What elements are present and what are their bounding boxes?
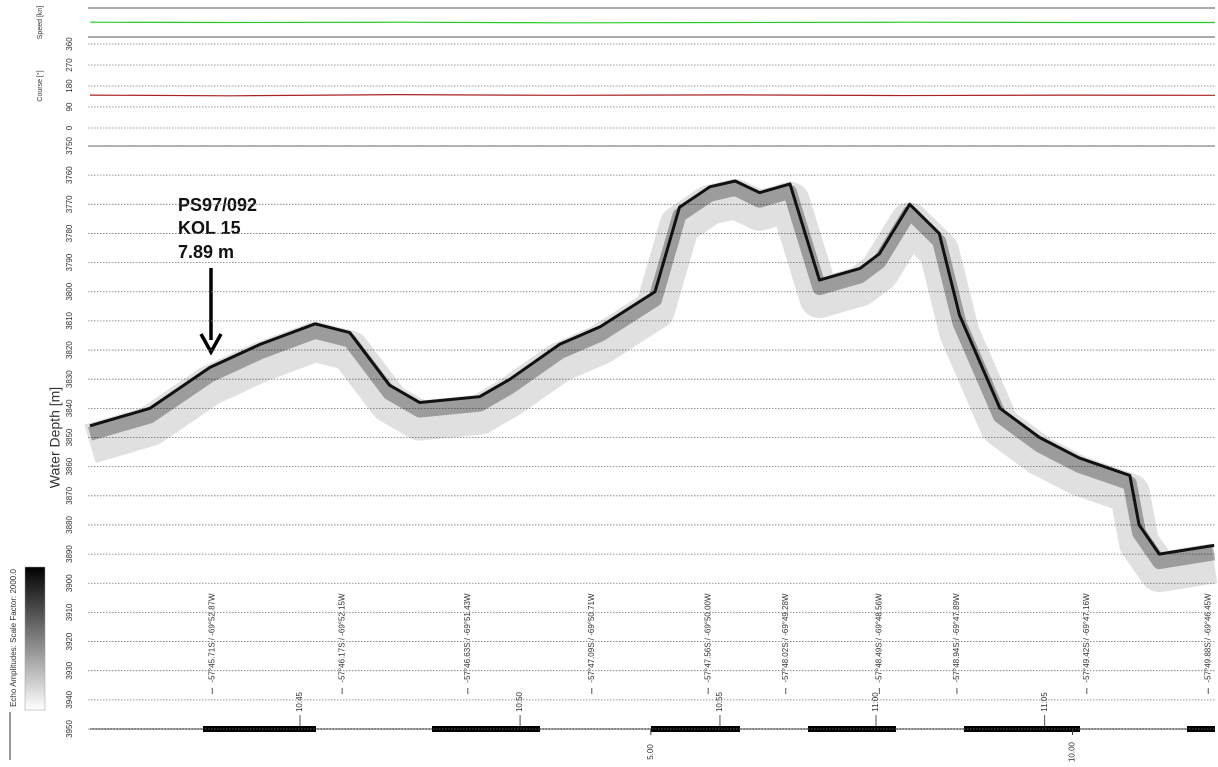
position-label: -57°45.71S / -69°52.87W <box>207 593 216 683</box>
y-tick-label: 3760 <box>65 166 74 184</box>
sediment-layer <box>88 181 1216 570</box>
y-axis-label: Course [°] <box>36 70 44 101</box>
time-label: 11:05 <box>1040 692 1049 712</box>
position-label: -57°48.94S / -69°47.89W <box>952 593 961 683</box>
y-tick-label: 3910 <box>65 603 74 621</box>
series-line <box>89 21 1215 24</box>
y-tick-label: 3840 <box>65 399 74 417</box>
y-tick-label: 3900 <box>65 574 74 592</box>
y-tick-label: 3770 <box>65 195 74 213</box>
y-tick-label: 3880 <box>65 516 74 534</box>
y-tick-label: 3790 <box>65 253 74 271</box>
y-tick-label: 3810 <box>65 311 74 329</box>
sediment-echo <box>84 178 1218 593</box>
time-label: 10:50 <box>515 691 524 712</box>
y-tick-label: 3830 <box>65 370 74 388</box>
position-label: -57°48.49S / -69°48.56W <box>874 593 883 683</box>
y-axis-label: Speed [kn] <box>37 6 44 40</box>
colorbar <box>24 566 46 711</box>
y-tick-label: 3860 <box>65 457 74 475</box>
position-label: -57°47.09S / -69°50.71W <box>587 593 596 683</box>
y-tick-label: 3920 <box>65 632 74 650</box>
annotation-line: KOL 15 <box>178 218 241 238</box>
position-label: -57°48.02S / -69°49.28W <box>781 593 790 683</box>
position-label: -57°49.88S / -69°46.45W <box>1203 593 1212 683</box>
y-axis-label: Water Depth [m] <box>47 387 63 488</box>
seafloor <box>89 179 1215 556</box>
time-label: 11:00 <box>871 692 880 712</box>
y-tick-label: 3820 <box>65 341 74 359</box>
y-tick-label: 90 <box>65 102 74 111</box>
annotation-line: PS97/092 <box>178 195 257 215</box>
y-tick-label: 3780 <box>65 224 74 242</box>
y-tick-label: 3800 <box>65 282 74 300</box>
colorbar-label: Echo Amplitudes: Scale Factor: 2000.0 <box>9 569 18 707</box>
y-tick-label: 3750 <box>65 137 74 155</box>
y-tick-label: 0 <box>65 125 74 130</box>
y-tick-label: 180 <box>65 79 74 93</box>
y-tick-label: 3930 <box>65 661 74 679</box>
position-label: -57°49.42S / -69°47.16W <box>1082 593 1091 683</box>
x-tick-label: 10.00 <box>1068 741 1077 762</box>
x-tick-label: 5.00 <box>646 744 655 760</box>
position-label: -57°46.17S / -69°52.15W <box>337 593 346 683</box>
y-tick-label: 3950 <box>65 720 74 738</box>
y-tick-label: 3940 <box>65 690 74 708</box>
y-tick-label: 270 <box>65 58 74 72</box>
annotation-line: 7.89 m <box>178 242 234 262</box>
y-tick-label: 3850 <box>65 428 74 446</box>
time-label: 10:45 <box>295 691 304 712</box>
y-tick-label: 3870 <box>65 486 74 504</box>
position-label: -57°46.63S / -69°51.43W <box>463 593 472 683</box>
y-tick-label: 3890 <box>65 545 74 563</box>
series-line <box>89 94 1216 97</box>
position-label: -57°47.56S / -69°50.00W <box>703 593 712 683</box>
y-tick-label: 360 <box>65 37 74 51</box>
annotation-arrow <box>199 268 223 356</box>
time-label: 10:55 <box>715 691 724 712</box>
